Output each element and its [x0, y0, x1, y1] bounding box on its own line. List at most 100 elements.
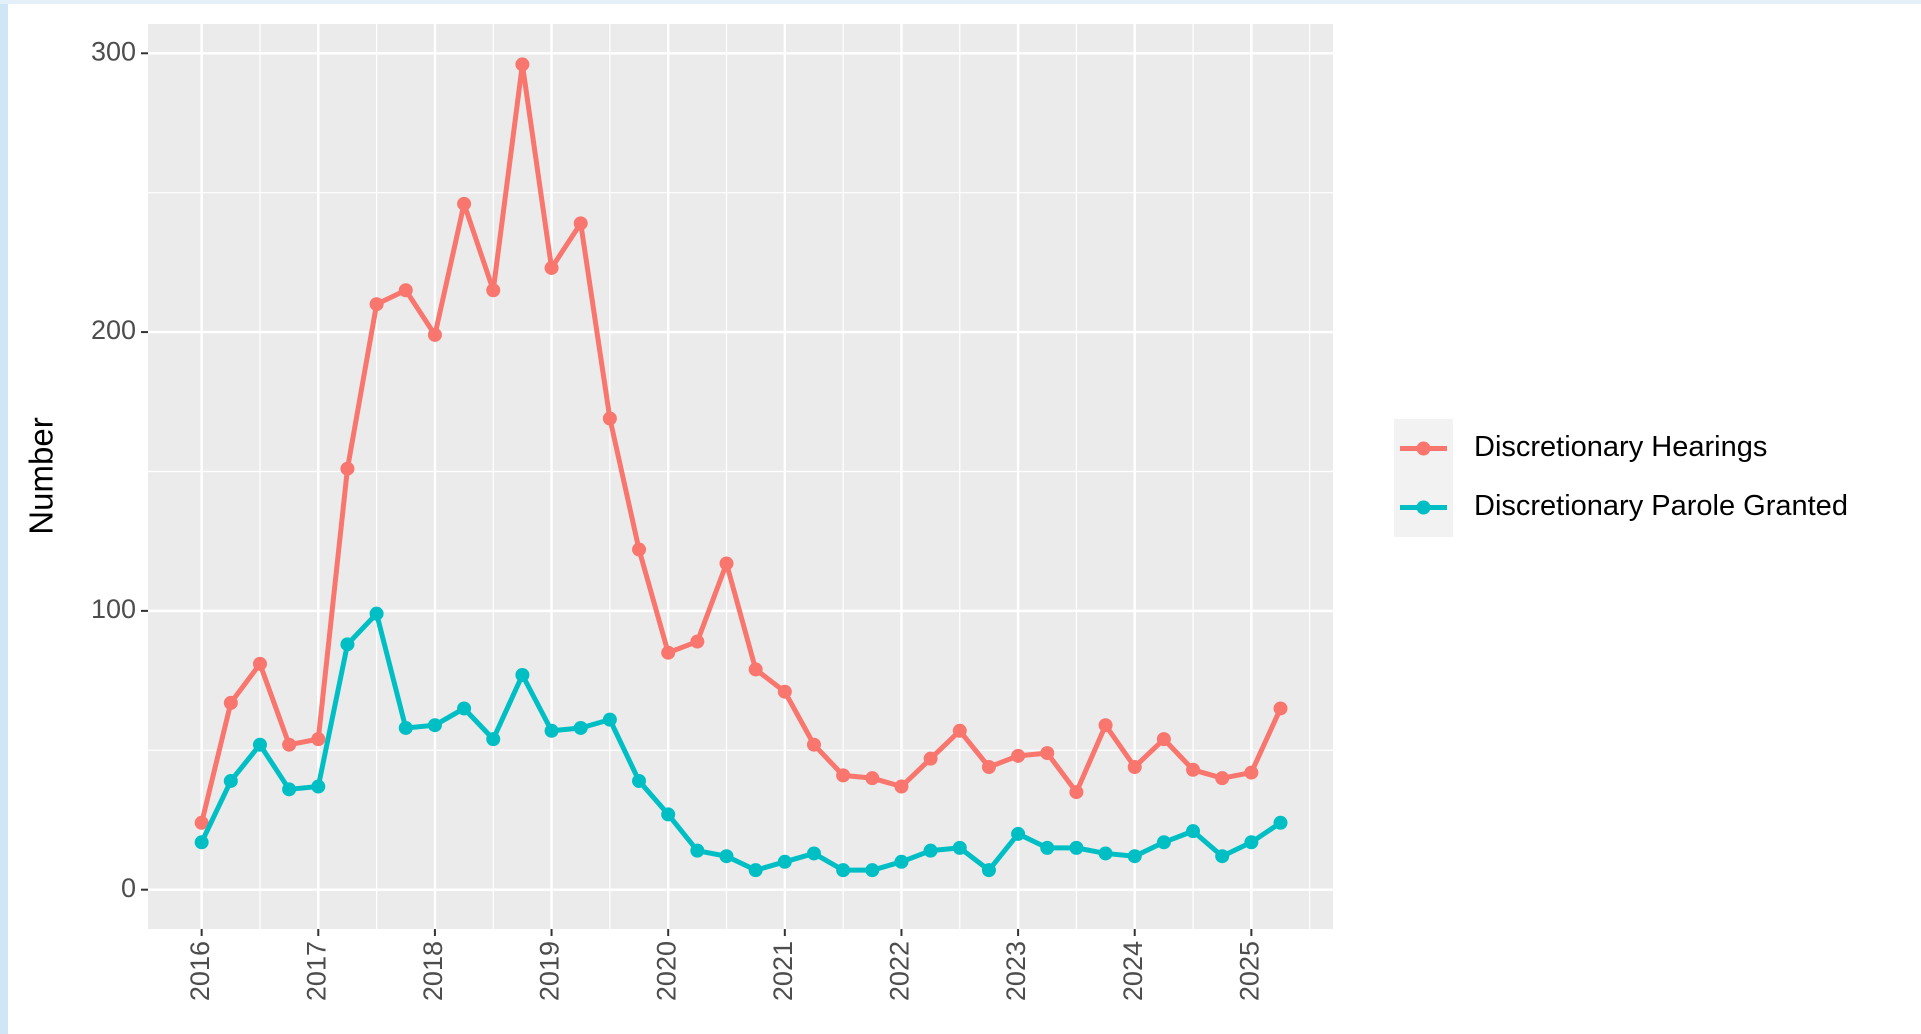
data-point — [1011, 826, 1026, 841]
data-point — [223, 773, 238, 788]
data-point — [1273, 815, 1288, 830]
data-point — [981, 760, 996, 775]
legend-label: Discretionary Hearings — [1474, 431, 1767, 463]
data-point — [690, 843, 705, 858]
x-tick-label: 2018 — [418, 941, 448, 1001]
data-point — [836, 768, 851, 783]
data-point — [340, 637, 355, 652]
x-tick-label: 2025 — [1234, 941, 1264, 1001]
data-point — [311, 779, 326, 794]
data-point — [748, 863, 763, 878]
data-point — [602, 411, 617, 426]
data-point — [1244, 765, 1259, 780]
data-point — [544, 723, 559, 738]
data-point — [194, 815, 209, 830]
x-tick-label: 2017 — [301, 941, 331, 1001]
data-point — [398, 283, 413, 298]
data-point — [806, 737, 821, 752]
data-point — [223, 695, 238, 710]
data-point — [457, 196, 472, 211]
data-point — [1069, 840, 1084, 855]
data-point — [1186, 824, 1201, 839]
data-point — [282, 737, 297, 752]
data-point — [311, 732, 326, 747]
data-point — [486, 732, 501, 747]
data-point — [719, 556, 734, 571]
data-point — [252, 656, 267, 671]
data-point — [661, 807, 676, 822]
data-point — [1098, 846, 1113, 861]
data-point — [427, 718, 442, 733]
data-point — [1127, 849, 1142, 864]
data-point — [1011, 748, 1026, 763]
data-point — [806, 846, 821, 861]
data-point — [632, 542, 647, 557]
data-point — [340, 461, 355, 476]
data-point — [661, 645, 676, 660]
data-point — [194, 835, 209, 850]
x-tick-label: 2022 — [885, 941, 915, 1001]
data-point — [1273, 701, 1288, 716]
x-tick-label: 2024 — [1118, 941, 1148, 1001]
data-point — [252, 737, 267, 752]
legend-key-point — [1416, 441, 1431, 456]
x-tick-label: 2019 — [535, 941, 565, 1001]
data-point — [952, 840, 967, 855]
y-tick-label: 300 — [91, 36, 136, 66]
data-point — [457, 701, 472, 716]
data-point — [515, 668, 530, 683]
data-point — [748, 662, 763, 677]
data-point — [777, 684, 792, 699]
data-point — [719, 849, 734, 864]
data-point — [486, 283, 501, 298]
data-point — [1040, 746, 1055, 761]
x-tick-label: 2023 — [1001, 941, 1031, 1001]
y-tick-label: 200 — [91, 315, 136, 345]
data-point — [369, 606, 384, 621]
y-tick-label: 0 — [121, 873, 136, 903]
legend-key-bg — [1394, 419, 1453, 537]
data-point — [427, 327, 442, 342]
data-point — [282, 782, 297, 797]
frame-edge — [0, 0, 1921, 4]
data-point — [690, 634, 705, 649]
data-point — [369, 297, 384, 312]
data-point — [923, 843, 938, 858]
x-tick-label: 2021 — [768, 941, 798, 1001]
data-point — [573, 216, 588, 231]
data-point — [1244, 835, 1259, 850]
data-point — [1215, 771, 1230, 786]
data-point — [1186, 762, 1201, 777]
data-point — [602, 712, 617, 727]
data-point — [1069, 785, 1084, 800]
legend-key-point — [1416, 500, 1431, 515]
data-point — [1098, 718, 1113, 733]
data-point — [1156, 835, 1171, 850]
y-tick-label: 100 — [91, 594, 136, 624]
data-point — [865, 771, 880, 786]
data-point — [894, 854, 909, 869]
frame-edge — [0, 0, 8, 1034]
data-point — [777, 854, 792, 869]
x-tick-label: 2016 — [185, 941, 215, 1001]
plot-panel — [148, 24, 1333, 929]
data-point — [1040, 840, 1055, 855]
data-point — [923, 751, 938, 766]
data-point — [865, 863, 880, 878]
data-point — [1127, 760, 1142, 775]
data-point — [632, 773, 647, 788]
y-axis-label: Number — [23, 417, 60, 534]
legend-label: Discretionary Parole Granted — [1474, 490, 1848, 522]
data-point — [544, 260, 559, 275]
data-point — [894, 779, 909, 794]
data-point — [1156, 732, 1171, 747]
data-point — [952, 723, 967, 738]
x-tick-label: 2020 — [651, 941, 681, 1001]
data-point — [573, 720, 588, 735]
data-point — [515, 57, 530, 72]
data-point — [1215, 849, 1230, 864]
data-point — [398, 720, 413, 735]
data-point — [836, 863, 851, 878]
data-point — [981, 863, 996, 878]
